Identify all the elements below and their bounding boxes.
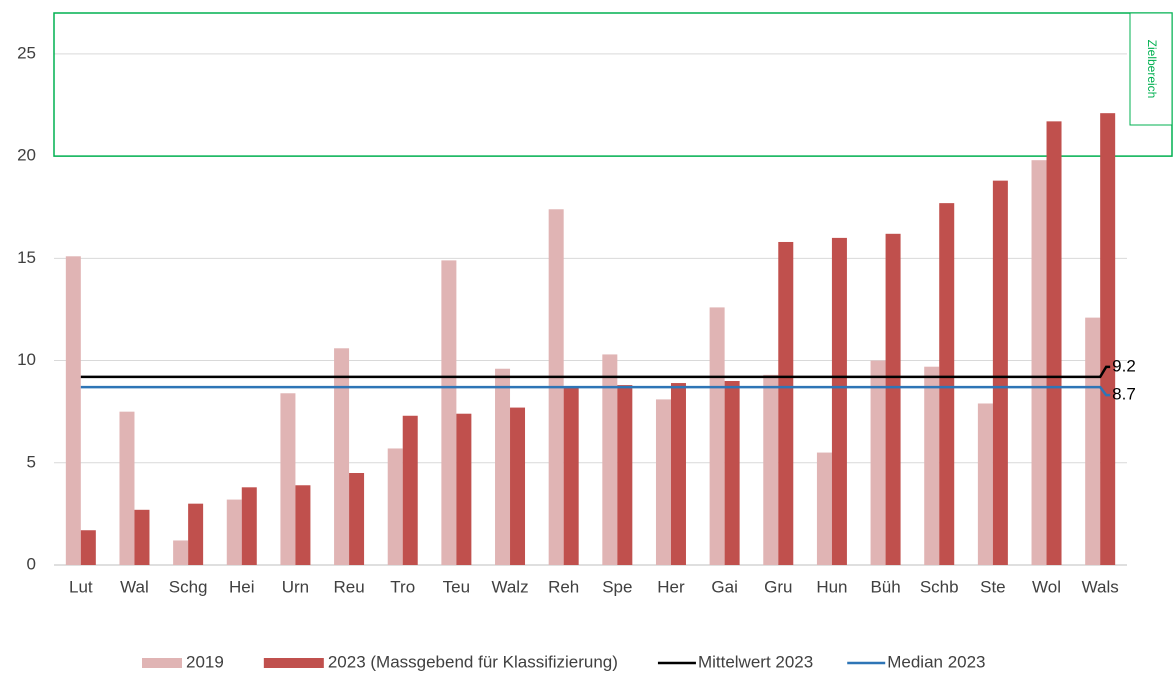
bar	[226, 499, 242, 565]
bar	[939, 203, 955, 565]
bar	[280, 393, 296, 565]
bar	[655, 399, 671, 565]
bar	[441, 260, 457, 565]
bar	[778, 241, 794, 565]
bar	[924, 366, 940, 565]
y-tick-label: 10	[17, 350, 36, 369]
bar	[173, 540, 189, 565]
bar	[495, 368, 511, 565]
x-tick-label: Gai	[711, 577, 737, 596]
bar	[831, 237, 847, 565]
x-tick-label: Her	[657, 577, 685, 596]
legend-swatch	[263, 658, 324, 668]
bar	[1046, 121, 1062, 565]
bar	[65, 256, 81, 565]
bar	[885, 233, 901, 566]
bar	[724, 381, 740, 565]
target-label-box	[1129, 12, 1173, 126]
reference-line	[80, 385, 1111, 397]
y-tick-label: 25	[17, 43, 36, 62]
bar	[334, 348, 350, 565]
x-tick-label: Wol	[1032, 577, 1061, 596]
x-tick-label: Schg	[169, 577, 208, 596]
bar	[563, 387, 579, 565]
x-tick-label: Gru	[764, 577, 792, 596]
reference-label: 9.2	[1112, 356, 1136, 375]
bar	[188, 503, 204, 565]
bar	[134, 509, 150, 565]
reference-label: 8.7	[1112, 385, 1136, 404]
y-tick-label: 5	[27, 452, 36, 471]
x-tick-label: Reu	[333, 577, 364, 596]
x-tick-label: Tro	[390, 577, 415, 596]
x-tick-label: Urn	[282, 577, 309, 596]
x-tick-label: Schb	[920, 577, 959, 596]
bar	[295, 485, 311, 565]
bar	[456, 413, 472, 565]
bar	[816, 452, 832, 565]
bar	[992, 180, 1008, 565]
legend-label: 2019	[186, 652, 224, 671]
bar	[1100, 113, 1116, 565]
x-tick-label: Büh	[870, 577, 900, 596]
x-tick-label: Hun	[816, 577, 847, 596]
legend-label: Median 2023	[887, 652, 985, 671]
x-tick-label: Reh	[548, 577, 579, 596]
bar	[977, 403, 993, 565]
x-tick-label: Wals	[1082, 577, 1119, 596]
bar	[1031, 160, 1047, 565]
x-tick-label: Ste	[980, 577, 1006, 596]
legend-swatch	[142, 658, 182, 668]
legend-label: Mittelwert 2023	[698, 652, 813, 671]
legend-label: 2023 (Massgebend für Klassifizierung)	[328, 652, 618, 671]
bar	[709, 307, 725, 565]
bar	[241, 487, 257, 565]
x-tick-label: Lut	[69, 577, 93, 596]
x-tick-label: Walz	[491, 577, 528, 596]
bar	[763, 374, 779, 565]
bar	[349, 473, 365, 565]
y-tick-label: 0	[27, 554, 36, 573]
bar	[510, 407, 526, 565]
x-tick-label: Teu	[443, 577, 470, 596]
bar	[119, 411, 135, 565]
bar	[387, 448, 403, 565]
bar	[617, 385, 633, 565]
bar	[602, 354, 618, 565]
reference-line	[80, 365, 1111, 379]
y-tick-label: 15	[17, 248, 36, 267]
bar	[670, 383, 686, 565]
x-tick-label: Hei	[229, 577, 255, 596]
target-label: Zielbereich	[1145, 40, 1159, 99]
bar	[80, 530, 96, 565]
bar	[1085, 317, 1101, 565]
bar	[402, 415, 418, 565]
x-tick-label: Spe	[602, 577, 632, 596]
bar	[870, 360, 886, 565]
y-tick-label: 20	[17, 146, 36, 165]
target-zone	[53, 12, 1173, 157]
x-tick-label: Wal	[120, 577, 149, 596]
